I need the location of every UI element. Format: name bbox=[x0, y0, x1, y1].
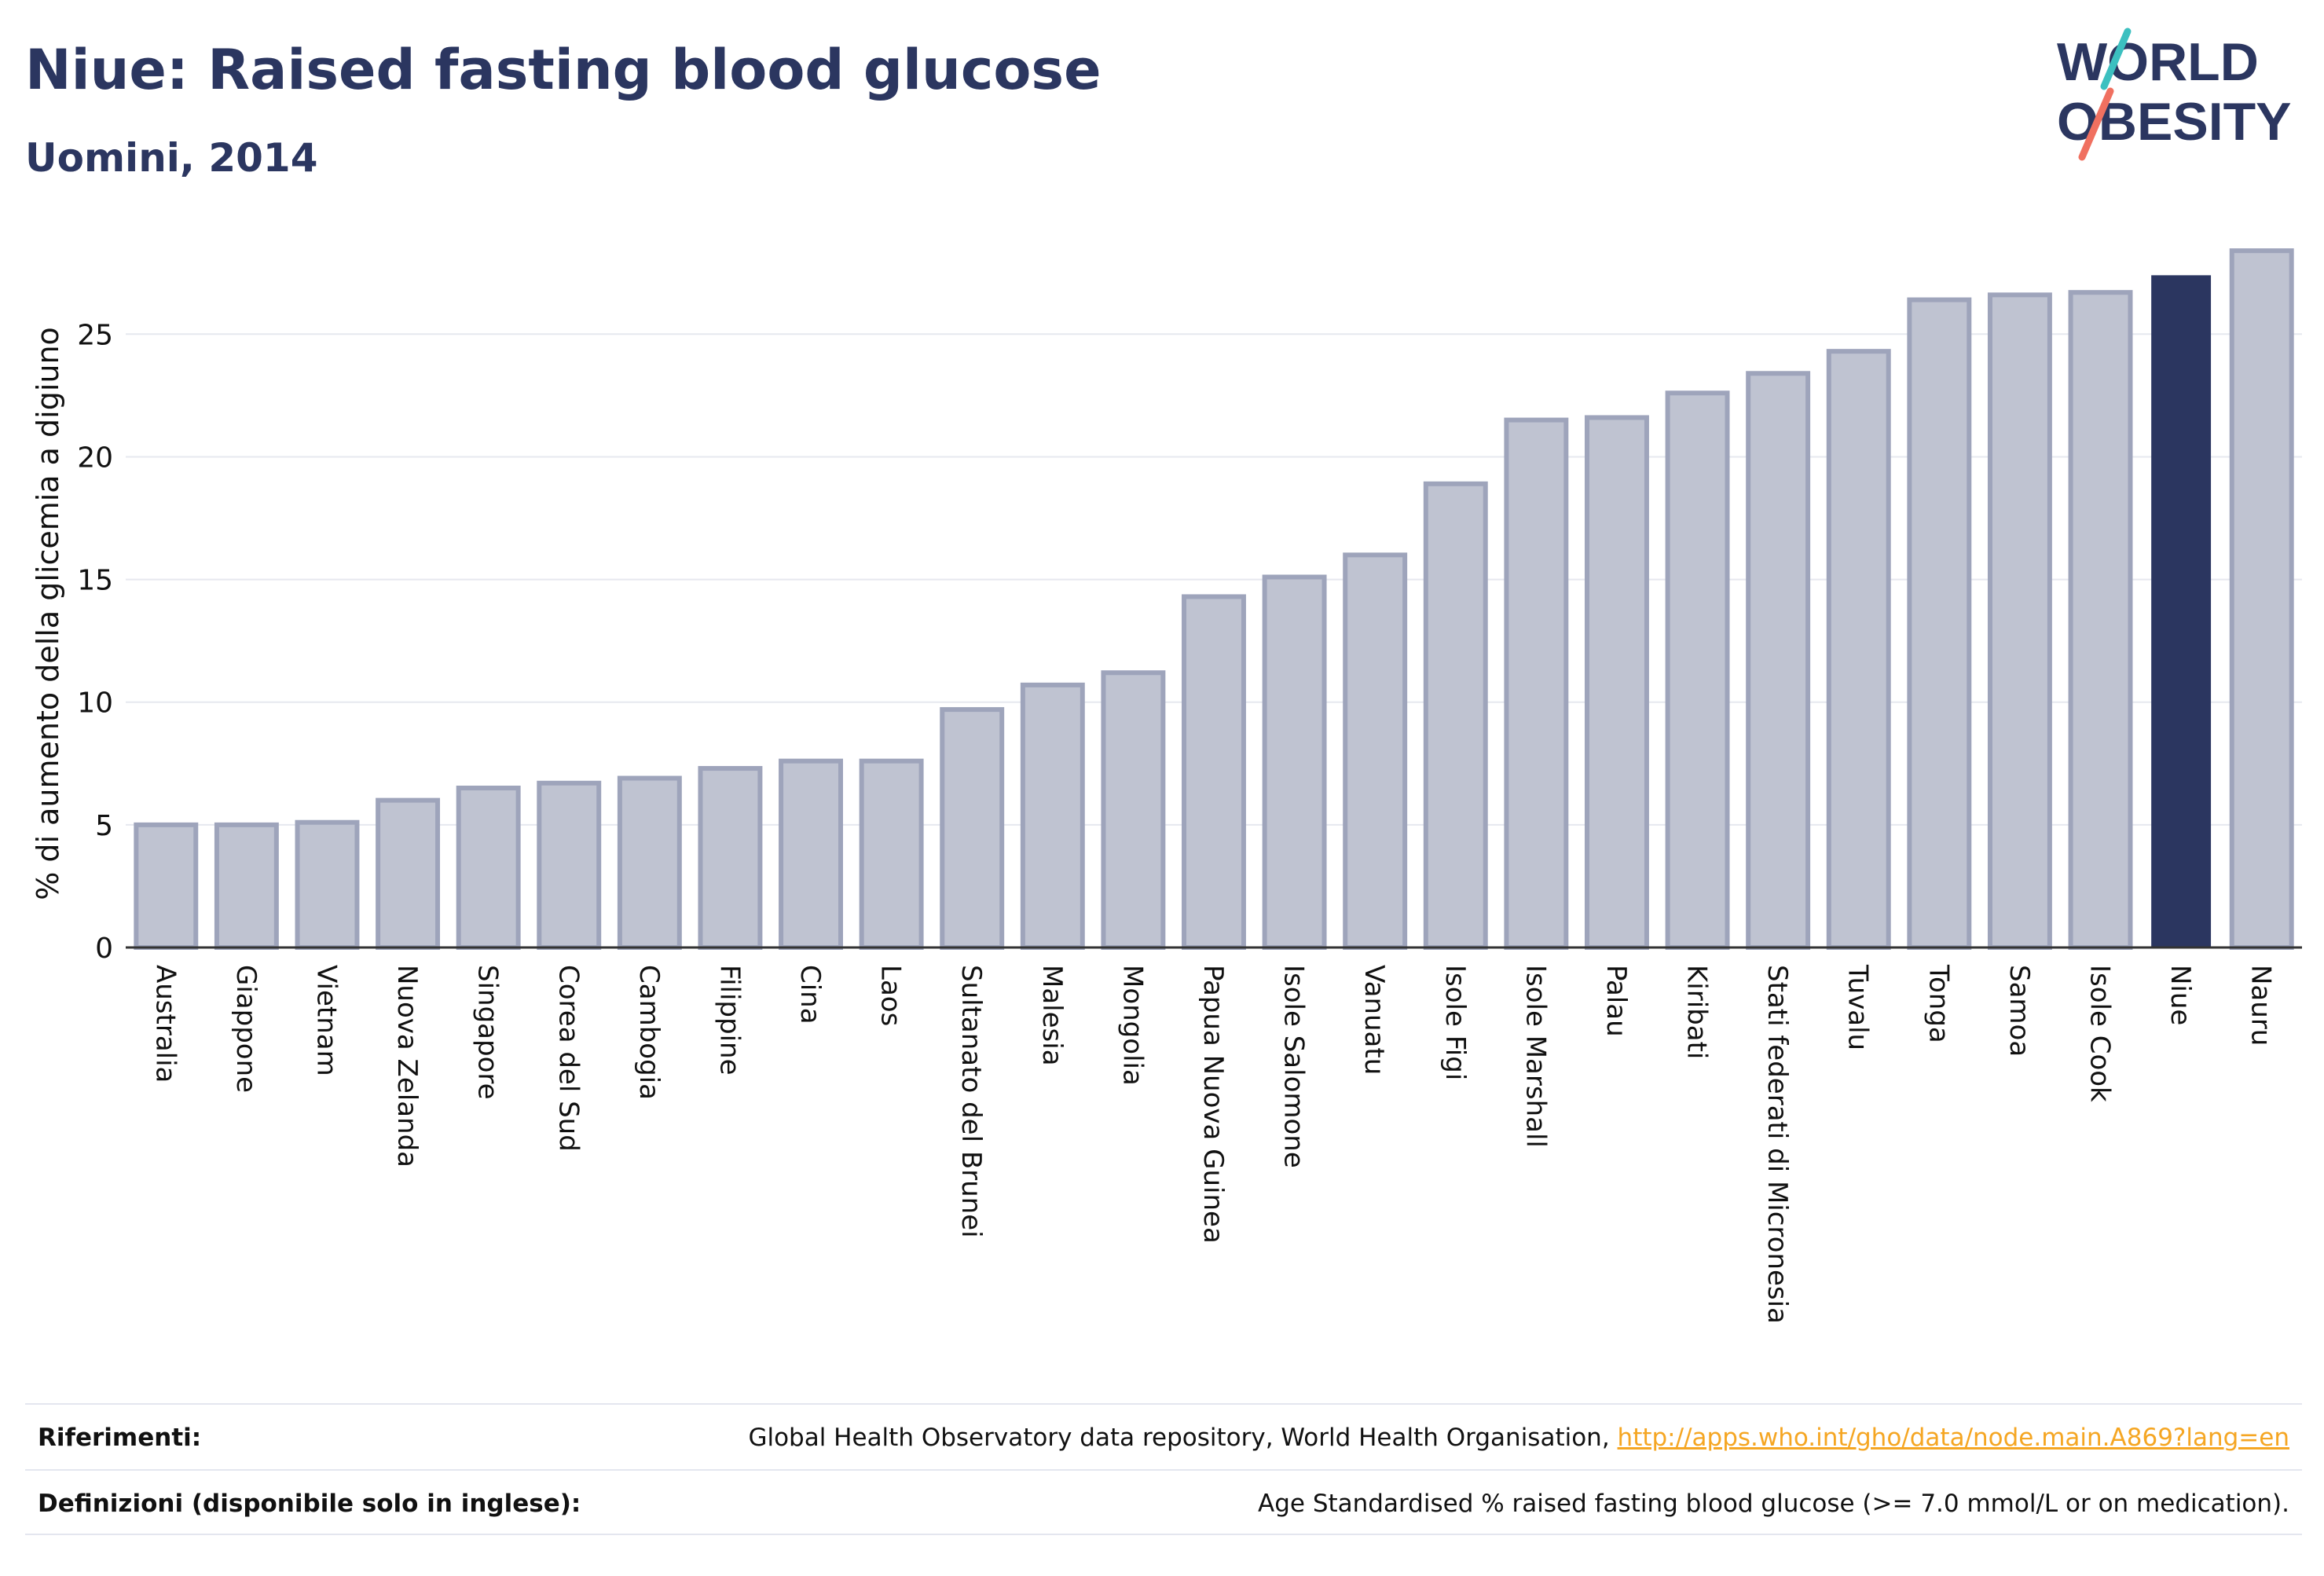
bar bbox=[1423, 481, 1488, 950]
bar bbox=[1826, 349, 1891, 950]
x-tick-label: Cambogia bbox=[633, 965, 665, 1100]
bar bbox=[1101, 670, 1166, 950]
x-tick-label: Giappone bbox=[230, 965, 262, 1093]
x-tick-label: Niue bbox=[2165, 965, 2196, 1025]
x-tick-label: Samoa bbox=[2003, 965, 2035, 1057]
bar-chart: 0 5 10 15 20 25 Australia Giappone Vietnam Nuova… bbox=[31, 248, 2302, 1324]
x-tick-label: Sultanato del Brunei bbox=[955, 965, 987, 1238]
bar bbox=[1343, 552, 1408, 950]
world-obesity-logo: WORLD OBESITY bbox=[2057, 27, 2292, 161]
logo-slash-coral bbox=[2078, 87, 2114, 161]
y-axis-title: % di aumento della glicemia a digiuno bbox=[31, 327, 65, 900]
x-tick-label: Laos bbox=[875, 965, 907, 1026]
y-tick-label: 10 bbox=[77, 687, 113, 720]
bars bbox=[134, 248, 2294, 951]
definitions-value: Age Standardised % raised fasting blood … bbox=[1258, 1490, 2289, 1518]
x-tick-label: Nauru bbox=[2245, 965, 2277, 1046]
bar bbox=[2229, 248, 2294, 950]
chart-subtitle: Uomini, 2014 bbox=[25, 135, 318, 181]
bar bbox=[537, 780, 602, 950]
x-tick-label: Mongolia bbox=[1116, 965, 1148, 1086]
logo-slash-teal bbox=[2100, 27, 2132, 90]
references-row: Riferimenti: Global Health Observatory d… bbox=[25, 1403, 2302, 1468]
definitions-row: Definizioni (disponibile solo in inglese… bbox=[25, 1469, 2302, 1534]
bar bbox=[1907, 297, 1972, 951]
y-tick-labels: 0 5 10 15 20 25 bbox=[77, 319, 113, 965]
references-text: Global Health Observatory data repositor… bbox=[748, 1424, 1618, 1452]
x-tick-label: Australia bbox=[149, 965, 181, 1083]
bar bbox=[456, 786, 521, 950]
x-tick-label: Tonga bbox=[1923, 964, 1954, 1043]
bar bbox=[295, 819, 360, 950]
chart-title: Niue: Raised fasting blood glucose bbox=[25, 38, 1102, 102]
x-tick-label: Isole Marshall bbox=[1519, 965, 1551, 1148]
x-tick-label: Stati federati di Micronesia bbox=[1761, 965, 1793, 1324]
x-tick-label: Isole Salomone bbox=[1278, 965, 1310, 1168]
x-tick-label: Tuvalu bbox=[1842, 964, 1874, 1050]
references-label: Riferimenti: bbox=[38, 1424, 202, 1452]
x-tick-label: Papua Nuova Guinea bbox=[1197, 965, 1229, 1244]
bar bbox=[134, 822, 199, 950]
x-tick-label: Palau bbox=[1600, 965, 1632, 1037]
definitions-label: Definizioni (disponibile solo in inglese… bbox=[38, 1490, 581, 1518]
y-tick-label: 25 bbox=[77, 319, 113, 351]
x-tick-label: Vietnam bbox=[310, 965, 342, 1076]
bar bbox=[1585, 415, 1649, 950]
y-tick-label: 15 bbox=[77, 565, 113, 597]
x-tick-label: Vanuatu bbox=[1358, 965, 1390, 1075]
bar bbox=[2068, 290, 2133, 951]
bar bbox=[1182, 594, 1246, 950]
x-tick-label: Isole Cook bbox=[2084, 965, 2116, 1102]
x-tick-label: Nuova Zelanda bbox=[391, 965, 423, 1167]
x-tick-label: Cina bbox=[794, 965, 826, 1024]
footer-divider bbox=[25, 1534, 2302, 1535]
bar bbox=[1746, 371, 1811, 950]
logo-text-world: WORLD bbox=[2057, 32, 2259, 92]
bar bbox=[1020, 682, 1085, 950]
bar bbox=[1504, 417, 1569, 950]
x-tick-label: Singapore bbox=[472, 965, 504, 1100]
x-tick-label: Kiribati bbox=[1681, 965, 1713, 1059]
x-tick-labels: Australia Giappone Vietnam Nuova Zelanda Sin… bbox=[149, 964, 2276, 1324]
bar bbox=[214, 822, 279, 950]
y-tick-label: 0 bbox=[95, 933, 113, 965]
bar-highlight bbox=[2151, 275, 2212, 947]
y-tick-label: 5 bbox=[95, 810, 113, 842]
bar bbox=[779, 758, 843, 951]
y-tick-label: 20 bbox=[77, 442, 113, 474]
x-tick-label: Filippine bbox=[713, 965, 745, 1076]
references-link[interactable]: http://apps.who.int/gho/data/node.main.A… bbox=[1617, 1424, 2289, 1452]
x-tick-label: Corea del Sud bbox=[552, 965, 584, 1152]
bar bbox=[376, 797, 441, 951]
bar bbox=[698, 766, 763, 950]
bar bbox=[1987, 292, 2052, 951]
references-value: Global Health Observatory data repositor… bbox=[748, 1424, 2289, 1452]
bar bbox=[1262, 574, 1327, 950]
x-tick-label: Isole Figi bbox=[1439, 965, 1471, 1080]
x-tick-label: Malesia bbox=[1036, 965, 1068, 1066]
bar bbox=[617, 775, 682, 950]
bar bbox=[940, 707, 1005, 950]
bar bbox=[859, 758, 924, 951]
bar bbox=[1665, 390, 1730, 950]
